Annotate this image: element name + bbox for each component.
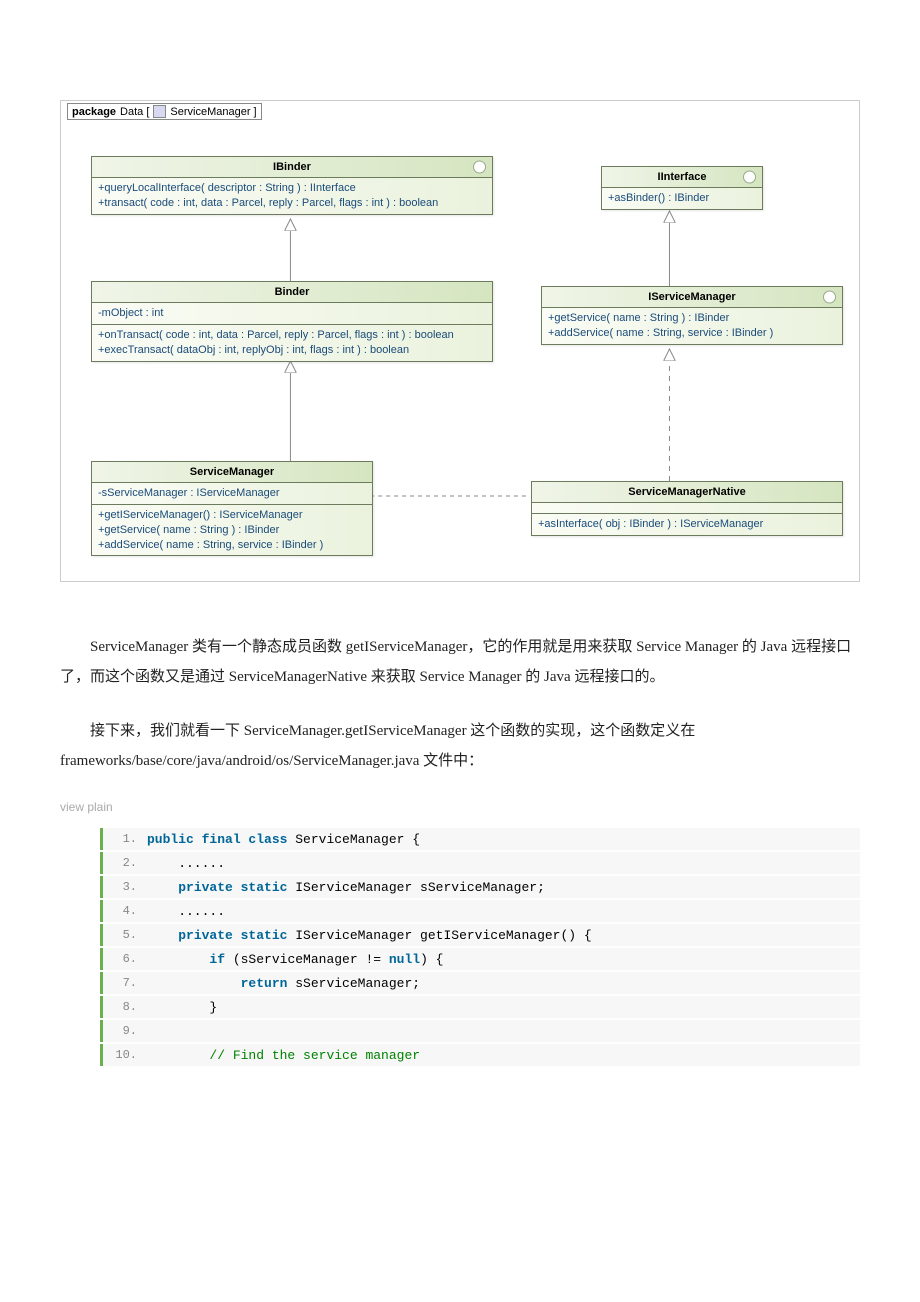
pkg-name-prefix: Data [ [120, 106, 149, 118]
code-line: 1.public final class ServiceManager { [100, 828, 860, 850]
ibinder-op: +queryLocalInterface( descriptor : Strin… [98, 181, 486, 196]
code-content: ...... [147, 856, 241, 871]
smnative-op: +asInterface( obj : IBinder ) : IService… [538, 517, 836, 532]
servicemanager-op: +getIServiceManager() : IServiceManager [98, 508, 366, 523]
line-number: 3. [103, 880, 147, 894]
iinterface-op: +asBinder() : IBinder [608, 191, 756, 206]
uml-servicemanagernative: ServiceManagerNative +asInterface( obj :… [531, 481, 843, 536]
code-line: 5. private static IServiceManager getISe… [100, 924, 860, 946]
paragraph-2: 接下来，我们就看一下 ServiceManager.getIServiceMan… [60, 716, 860, 776]
code-content: private static IServiceManager getIServi… [147, 928, 607, 943]
code-line: 10. // Find the service manager [100, 1044, 860, 1066]
line-number: 1. [103, 832, 147, 846]
uml-diagram: package Data [ ServiceManager ] IBi [60, 100, 860, 582]
servicemanager-title: ServiceManager [92, 462, 372, 483]
code-line: 3. private static IServiceManager sServi… [100, 876, 860, 898]
iinterface-title: IInterface [658, 171, 707, 183]
smnative-title: ServiceManagerNative [532, 482, 842, 503]
pkg-name-suffix: ServiceManager ] [170, 106, 256, 118]
code-line: 2. ...... [100, 852, 860, 874]
binder-op: +onTransact( code : int, data : Parcel, … [98, 328, 486, 343]
code-content: ...... [147, 904, 241, 919]
pkg-icon [153, 105, 166, 118]
iservicemanager-title: IServiceManager [648, 291, 735, 303]
code-content: private static IServiceManager sServiceM… [147, 880, 560, 895]
uml-iservicemanager: IServiceManager +getService( name : Stri… [541, 286, 843, 345]
code-content: } [147, 1000, 233, 1015]
iservicemanager-op: +getService( name : String ) : IBinder [548, 311, 836, 326]
binder-attr: -mObject : int [98, 306, 486, 321]
code-line: 8. } [100, 996, 860, 1018]
line-number: 8. [103, 1000, 147, 1014]
binder-title: Binder [92, 282, 492, 303]
line-number: 10. [103, 1048, 147, 1062]
code-line: 4. ...... [100, 900, 860, 922]
interface-icon [823, 291, 836, 304]
uml-servicemanager: ServiceManager -sServiceManager : IServi… [91, 461, 373, 556]
uml-ibinder: IBinder +queryLocalInterface( descriptor… [91, 156, 493, 215]
line-number: 7. [103, 976, 147, 990]
line-number: 9. [103, 1024, 147, 1038]
binder-op: +execTransact( dataObj : int, replyObj :… [98, 343, 486, 358]
pkg-keyword: package [72, 106, 116, 118]
code-block: 1.public final class ServiceManager { 2.… [100, 828, 860, 1066]
code-content [147, 1024, 163, 1039]
line-number: 5. [103, 928, 147, 942]
ibinder-op: +transact( code : int, data : Parcel, re… [98, 196, 486, 211]
line-number: 6. [103, 952, 147, 966]
code-line: 7. return sServiceManager; [100, 972, 860, 994]
uml-binder: Binder -mObject : int +onTransact( code … [91, 281, 493, 362]
code-line: 6. if (sServiceManager != null) { [100, 948, 860, 970]
uml-iinterface: IInterface +asBinder() : IBinder [601, 166, 763, 210]
interface-icon [743, 171, 756, 184]
line-number: 4. [103, 904, 147, 918]
servicemanager-op: +addService( name : String, service : IB… [98, 538, 366, 553]
iservicemanager-op: +addService( name : String, service : IB… [548, 326, 836, 341]
ibinder-title: IBinder [273, 161, 311, 173]
interface-icon [473, 161, 486, 174]
code-content: return sServiceManager; [147, 976, 436, 991]
servicemanager-op: +getService( name : String ) : IBinder [98, 523, 366, 538]
package-label: package Data [ ServiceManager ] [67, 103, 262, 120]
code-content: public final class ServiceManager { [147, 832, 436, 847]
code-line: 9. [100, 1020, 860, 1042]
code-content: // Find the service manager [147, 1048, 436, 1063]
paragraph-1: ServiceManager 类有一个静态成员函数 getIServiceMan… [60, 632, 860, 692]
view-plain-link[interactable]: view plain [60, 800, 860, 814]
servicemanager-attr: -sServiceManager : IServiceManager [98, 486, 366, 501]
line-number: 2. [103, 856, 147, 870]
code-content: if (sServiceManager != null) { [147, 952, 459, 967]
